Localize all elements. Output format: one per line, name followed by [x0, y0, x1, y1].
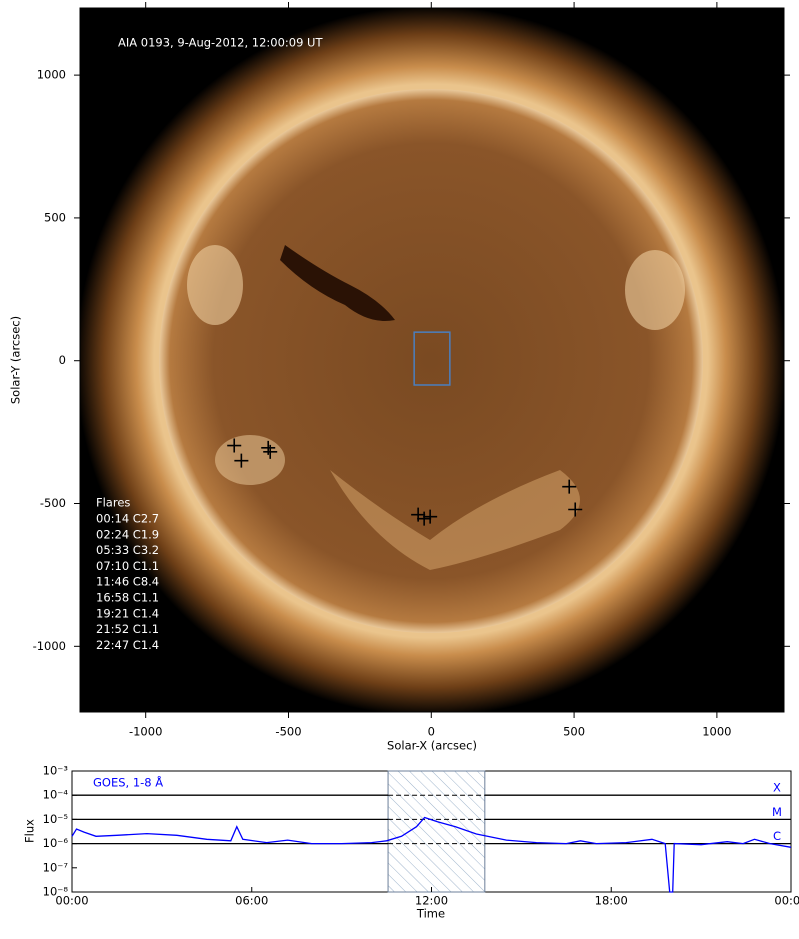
active-region [625, 250, 685, 330]
x-tick-label: 06:00 [235, 894, 268, 908]
flare-marker [417, 511, 432, 526]
x-tick-label: 00:00 [774, 894, 799, 908]
image-frame [79, 7, 785, 713]
y-tick-label: 10⁻⁸ [43, 885, 69, 899]
flare-entry: 21:52 C1.1 [96, 622, 159, 636]
y-tick-label: 10⁻⁶ [43, 836, 69, 850]
flares-title: Flares [96, 496, 130, 510]
y-tick-label: -1000 [33, 639, 66, 653]
filament [280, 245, 395, 321]
flare-entry: 07:10 C1.1 [96, 559, 159, 573]
y-tick-label: 500 [44, 210, 66, 224]
goes-title: GOES, 1-8 Å [93, 775, 163, 790]
x-tick-label: -1000 [129, 725, 162, 739]
flare-entry: 22:47 C1.4 [96, 638, 159, 652]
class-label: X [773, 781, 781, 795]
active-region [215, 435, 285, 485]
y-axis-label: Flux [23, 819, 37, 843]
image-title: AIA 0193, 9-Aug-2012, 12:00:09 UT [118, 36, 323, 50]
x-axis-label: Time [416, 907, 445, 921]
class-label: C [773, 829, 781, 843]
y-tick-label: 0 [59, 353, 66, 367]
region-box [413, 331, 451, 386]
flare-marker [562, 479, 577, 494]
flare-marker [423, 509, 438, 524]
flare-marker [568, 502, 583, 517]
x-tick-label: 00:00 [55, 894, 88, 908]
y-tick-label: 10⁻⁴ [43, 788, 69, 802]
flare-entry: 11:46 C8.4 [96, 575, 159, 589]
y-tick-label: -500 [40, 496, 66, 510]
x-tick-label: 500 [563, 725, 585, 739]
class-label: M [772, 805, 782, 819]
x-tick-label: -500 [275, 725, 301, 739]
y-axis-label: Solar-Y (arcsec) [9, 316, 23, 404]
x-tick-label: 0 [428, 725, 435, 739]
flare-marker [227, 438, 242, 453]
x-tick-label: 1000 [702, 725, 731, 739]
flux-line [71, 816, 792, 893]
y-tick-label: 1000 [37, 68, 66, 82]
y-tick-label: 10⁻³ [43, 764, 69, 778]
flare-entry: 02:24 C1.9 [96, 527, 159, 541]
x-tick-label: 12:00 [415, 894, 448, 908]
flare-entry: 19:21 C1.4 [96, 606, 159, 620]
flare-marker [234, 453, 249, 468]
flare-entry: 05:33 C3.2 [96, 543, 159, 557]
active-region [330, 470, 580, 570]
x-tick-label: 18:00 [595, 894, 628, 908]
sun-image [80, 8, 784, 712]
y-tick-label: 10⁻⁷ [43, 860, 69, 874]
active-region [187, 245, 243, 325]
x-axis-label: Solar-X (arcsec) [387, 739, 477, 753]
flare-entry: 16:58 C1.1 [96, 591, 159, 605]
flare-entry: 00:14 C2.7 [96, 512, 159, 526]
y-tick-label: 10⁻⁵ [43, 812, 69, 826]
flare-marker [263, 444, 278, 459]
